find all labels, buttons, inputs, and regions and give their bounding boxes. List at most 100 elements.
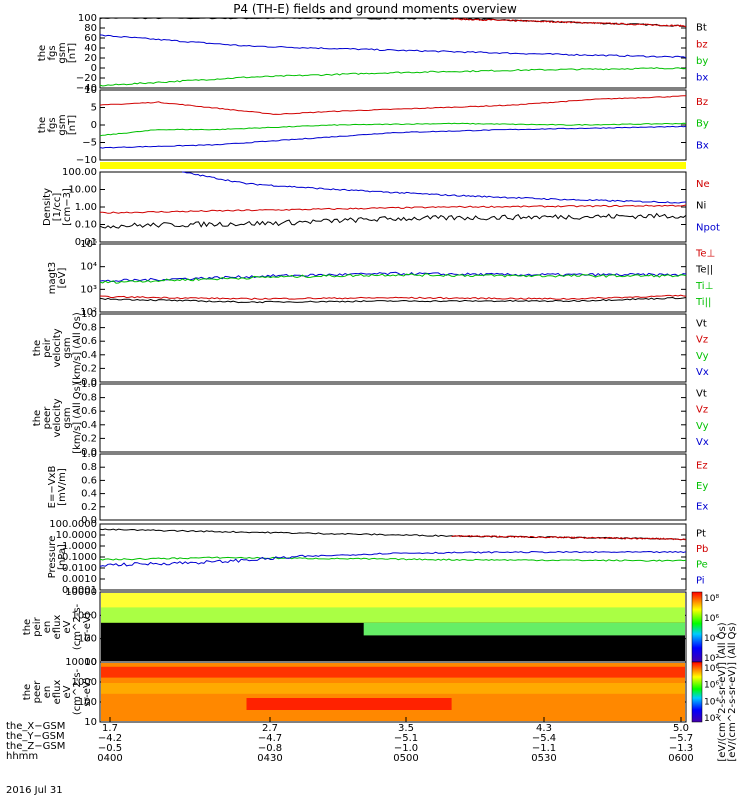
colorbar-tick-peir-en-eflux-1: 10⁶: [704, 614, 719, 624]
ylabel-fgs-gsm-mag-1: fgs: [47, 45, 58, 60]
ylabel-peir-velocity-3: gsm: [62, 337, 73, 358]
xtick-2-2: −1.0: [394, 743, 418, 754]
legend-magt3-2: Ti⊥: [695, 281, 713, 292]
colorbar-tick-peir-en-eflux-3: 10²: [704, 654, 719, 664]
ytick-fgs-gsm-1: 5: [91, 103, 97, 114]
ylabel-fgs-gsm-0: the: [37, 117, 48, 133]
yellow-bar: [100, 162, 686, 169]
series-fgs-gsm-Bz: [99, 95, 686, 115]
series-fgs-gsm-mag-by: [99, 34, 687, 59]
ylabel-peir-en-eflux-4: eV: [62, 620, 73, 633]
ytick-pressure-5: 0.0010: [62, 574, 97, 585]
panel-frame-fgs-gsm-mag: [99, 17, 687, 89]
xtick-2-4: −1.3: [669, 743, 693, 754]
x-row-label-x: the_X−GSM: [6, 721, 66, 732]
ylabel-peer-velocity-1: peer: [42, 406, 53, 430]
ylabel-fgs-gsm-2: gsm: [57, 114, 68, 135]
ytick-peer-velocity-1: 0.8: [81, 393, 97, 404]
legend-fgs-gsm-1: By: [696, 119, 709, 130]
legend-magt3-0: Te⊥: [695, 248, 715, 259]
ylabel-peer-en-eflux-2: en: [42, 686, 53, 699]
legend-fgs-gsm-2: Bx: [696, 141, 709, 152]
legend-magt3-3: Ti||: [695, 297, 711, 308]
legend-fgs-gsm-mag-0: Bt: [696, 23, 707, 34]
legend-peir-velocity-1: Vz: [696, 335, 708, 346]
panel-frame-peir-velocity: [99, 313, 687, 383]
ylabel-peer-velocity-0: the: [32, 410, 43, 426]
colorbar-tick-peer-en-eflux-3: 10²: [704, 714, 719, 724]
ylabel-peir-en-eflux-6: sr-eV): [82, 612, 93, 641]
ytick-fgs-gsm-mag-3: 40: [84, 43, 97, 54]
ytick-fgs-gsm-mag-2: 60: [84, 33, 97, 44]
colorbar-tick-peer-en-eflux-2: 10⁴: [704, 697, 719, 707]
xtick-0-3: 4.3: [536, 723, 552, 734]
ylabel-fgs-gsm-mag-3: [nT]: [67, 43, 78, 63]
ylabel-fgs-gsm-mag-0: the: [37, 45, 48, 61]
legend-peer-velocity-1: Vz: [696, 405, 708, 416]
series-fgs-gsm-By: [99, 122, 687, 137]
ytick-fgs-gsm-mag-1: 80: [84, 23, 97, 34]
xtick-3-0: 0400: [97, 753, 122, 764]
ylabel-peir-velocity-2: velocity: [52, 328, 63, 367]
ytick-peer-en-eflux-1: 1000: [72, 677, 97, 688]
xtick-2-0: −0.5: [98, 743, 122, 754]
ytick-magt3-0: 10⁵: [80, 239, 97, 250]
legend-fgs-gsm-mag-1: bz: [696, 39, 708, 50]
ytick-peir-en-eflux-3: 10: [84, 657, 97, 668]
heatmap-band3-peer-en-eflux: [101, 683, 685, 694]
ytick-density-4: 0.01: [75, 237, 97, 248]
ytick-peir-velocity-0: 1.0: [81, 309, 97, 320]
ytick-fgs-gsm-4: −10: [76, 155, 97, 166]
series-pressure-Pb: [451, 534, 687, 541]
ytick-peer-en-eflux-2: 100: [78, 697, 97, 708]
legend-e-field-1: Ey: [696, 481, 708, 492]
series-magt3-Te: [99, 294, 687, 301]
legend-peer-velocity-2: Vy: [696, 421, 709, 432]
ylabel-density-1: [1/cc]: [52, 193, 63, 222]
ytick-pressure-3: 0.1000: [62, 552, 97, 563]
panel-frame-magt3: [99, 243, 687, 313]
ytick-density-2: 1.00: [75, 202, 97, 213]
ylabel-peir-en-eflux-1: peir: [32, 616, 43, 636]
xtick-1-1: −4.7: [258, 733, 282, 744]
ytick-pressure-1: 10.0000: [56, 530, 97, 541]
ylabel-peer-en-eflux-4: eV: [62, 685, 73, 698]
xtick-0-2: 3.5: [398, 723, 414, 734]
ytick-fgs-gsm-mag-7: −40: [76, 83, 97, 94]
x-row-label-y: the_Y−GSM: [6, 731, 65, 742]
colorbar-tick-peer-en-eflux-0: 10⁸: [704, 664, 719, 674]
series-fgs-gsm-mag-bx: [99, 67, 687, 87]
panel-frame-peer-velocity: [99, 383, 687, 453]
ytick-peir-velocity-3: 0.4: [81, 350, 97, 361]
xtick-0-4: 5.0: [673, 723, 689, 734]
xtick-2-3: −1.1: [532, 743, 556, 754]
ylabel-peir-velocity-1: peir: [42, 337, 53, 357]
ytick-fgs-gsm-mag-0: 100: [78, 13, 97, 24]
xtick-0-0: 1.7: [102, 723, 118, 734]
legend-fgs-gsm-0: Bz: [696, 97, 708, 108]
ylabel-peer-velocity-2: velocity: [52, 398, 63, 437]
ytick-e-field-0: 1.0: [81, 449, 97, 460]
colorbar-tick-peer-en-eflux-1: 10⁶: [704, 681, 719, 691]
colorbar-tick-peir-en-eflux-2: 10⁴: [704, 634, 719, 644]
ytick-fgs-gsm-mag-4: 20: [84, 53, 97, 64]
ytick-peir-en-eflux-1: 1000: [72, 610, 97, 621]
ylabel-fgs-gsm-1: fgs: [47, 117, 58, 132]
ytick-peer-velocity-2: 0.6: [81, 406, 97, 417]
ytick-density-1: 10.00: [68, 185, 97, 196]
ylabel-peer-en-eflux-1: peer: [32, 680, 43, 704]
ytick-e-field-2: 0.6: [81, 475, 97, 486]
heatmap-band2-peer-en-eflux: [246, 698, 452, 710]
legend-peer-velocity-3: Vx: [696, 437, 709, 448]
ylabel-peer-en-eflux-6: sr-eV): [82, 677, 93, 706]
page-title: P4 (TH-E) fields and ground moments over…: [233, 2, 517, 16]
panel-frame-peer-en-eflux: [99, 661, 687, 723]
legend-pressure-0: Pt: [696, 528, 706, 539]
ylabel-peer-en-eflux-5: (cm^2-s-: [72, 668, 83, 715]
ytick-peir-velocity-2: 0.6: [81, 336, 97, 347]
ytick-peer-velocity-5: 0.0: [81, 447, 97, 458]
xtick-3-3: 0530: [531, 753, 556, 764]
ylabel-magt3-1: [eV]: [57, 268, 68, 289]
heatmap-band1-peir-en-eflux: [101, 593, 685, 609]
